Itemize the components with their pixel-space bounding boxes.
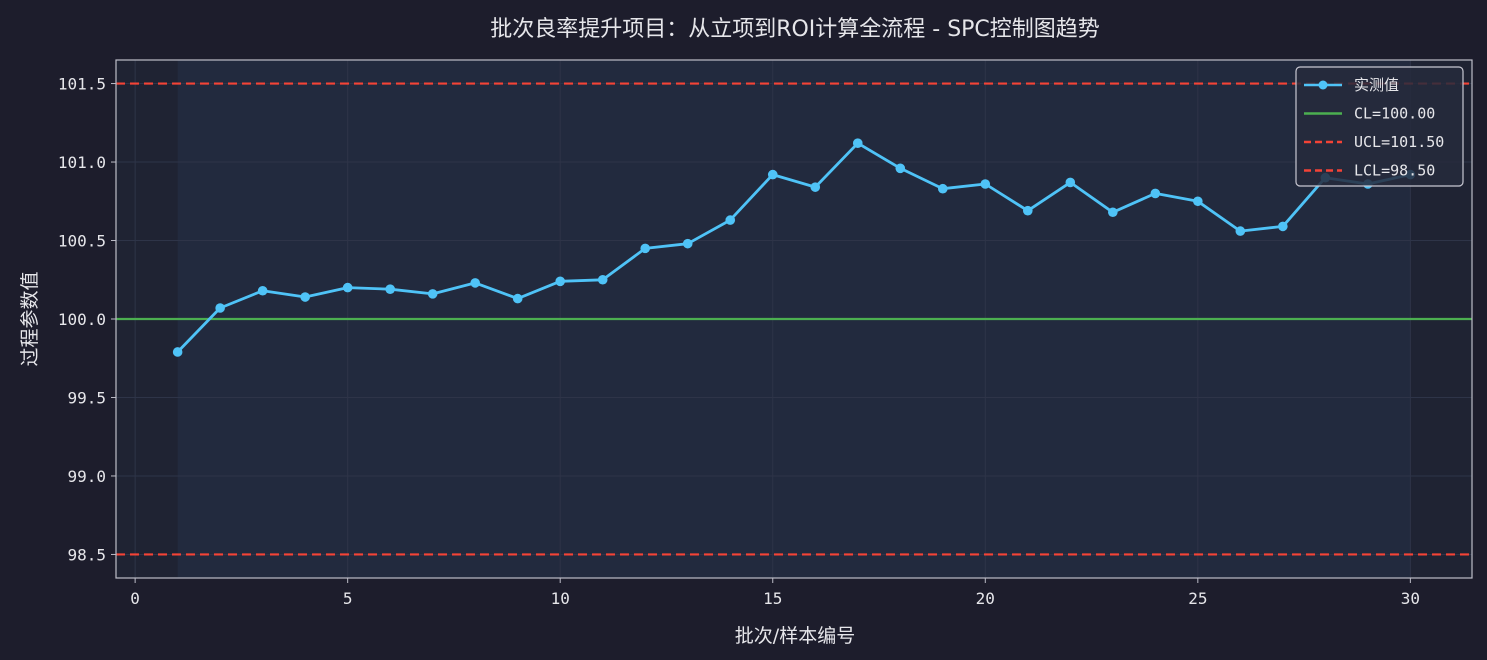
data-point	[555, 276, 566, 287]
data-point	[725, 215, 736, 225]
x-tick-label: 25	[1188, 589, 1207, 608]
data-point	[895, 163, 906, 174]
legend-marker	[1318, 80, 1328, 90]
y-tick-label: 99.0	[67, 467, 106, 486]
x-tick-label: 10	[551, 589, 570, 608]
x-tick-label: 30	[1401, 589, 1420, 608]
control-limit-lines	[116, 82, 1472, 556]
data-point	[1150, 188, 1161, 199]
y-axis-ticks: 98.5 99.0 99.5 100.0 100.5 101.0 101.5	[58, 75, 116, 564]
data-point	[512, 293, 523, 304]
x-tick-label: 5	[343, 589, 353, 608]
data-point	[1235, 226, 1246, 236]
data-point	[937, 183, 948, 194]
data-point	[682, 238, 693, 249]
data-point	[172, 347, 183, 357]
data-point	[342, 282, 353, 293]
x-axis-label: 批次/样本编号	[735, 625, 855, 647]
data-point	[385, 284, 395, 294]
data-point	[640, 243, 651, 254]
legend-box	[1295, 66, 1464, 187]
data-point	[1022, 205, 1033, 216]
legend-label: LCL=98.50	[1354, 162, 1435, 180]
x-axis-ticks: 0 5 10 15 20 25 30	[130, 578, 1420, 608]
legend-label: 实测值	[1354, 76, 1399, 94]
series-line	[176, 141, 1411, 353]
data-point	[257, 285, 268, 296]
data-point	[470, 278, 480, 288]
legend-label: CL=100.00	[1354, 105, 1435, 123]
y-tick-label: 101.0	[58, 153, 106, 172]
data-point	[767, 169, 778, 180]
y-tick-label: 100.5	[58, 232, 106, 251]
chart-title: 批次良率提升项目：从立项到ROI计算全流程 - SPC控制图趋势	[490, 17, 1100, 42]
series-measured	[172, 138, 1416, 357]
y-tick-label: 98.5	[67, 545, 106, 564]
data-point	[852, 138, 863, 148]
x-tick-label: 0	[130, 589, 140, 608]
y-tick-label: 99.5	[67, 388, 106, 407]
y-tick-label: 101.5	[58, 75, 106, 94]
data-point	[1108, 207, 1118, 218]
data-point	[1278, 221, 1288, 232]
y-axis-label: 过程参数值	[19, 271, 41, 366]
data-point	[810, 182, 821, 192]
legend-label: UCL=101.50	[1354, 133, 1444, 151]
legend: 实测值 CL=100.00 UCL=101.50 LCL=98.50	[1295, 66, 1464, 187]
x-tick-label: 15	[763, 589, 782, 608]
data-point	[1065, 177, 1076, 188]
data-point	[215, 303, 225, 313]
x-tick-label: 20	[976, 589, 995, 608]
data-point	[427, 289, 438, 299]
data-point	[980, 179, 991, 189]
data-point	[1193, 196, 1203, 207]
y-tick-label: 100.0	[58, 310, 106, 329]
data-point	[597, 274, 608, 285]
data-point	[300, 292, 310, 302]
